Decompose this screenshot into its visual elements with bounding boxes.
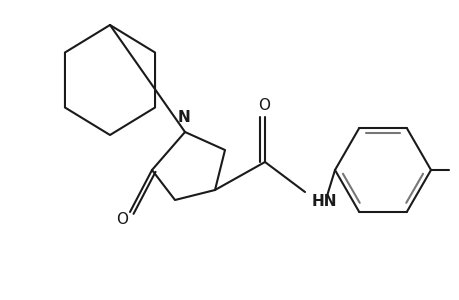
Text: N: N — [177, 110, 190, 125]
Text: O: O — [116, 212, 128, 227]
Text: I: I — [458, 161, 459, 179]
Text: O: O — [257, 98, 269, 112]
Text: HN: HN — [311, 194, 337, 209]
